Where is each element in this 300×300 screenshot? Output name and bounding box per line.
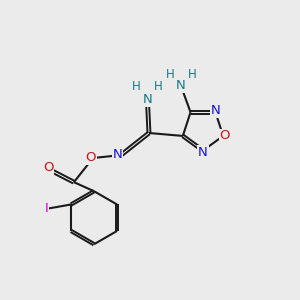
Text: O: O: [85, 151, 96, 164]
Text: O: O: [219, 129, 230, 142]
Text: I: I: [45, 202, 48, 215]
Text: N: N: [211, 104, 220, 117]
Text: N: N: [176, 80, 186, 92]
Text: H: H: [132, 80, 141, 93]
Text: N: N: [142, 93, 152, 106]
Text: O: O: [43, 161, 53, 174]
Text: N: N: [198, 146, 208, 159]
Text: N: N: [112, 148, 122, 161]
Text: H: H: [165, 68, 174, 81]
Text: H: H: [154, 80, 163, 93]
Text: H: H: [188, 68, 197, 81]
